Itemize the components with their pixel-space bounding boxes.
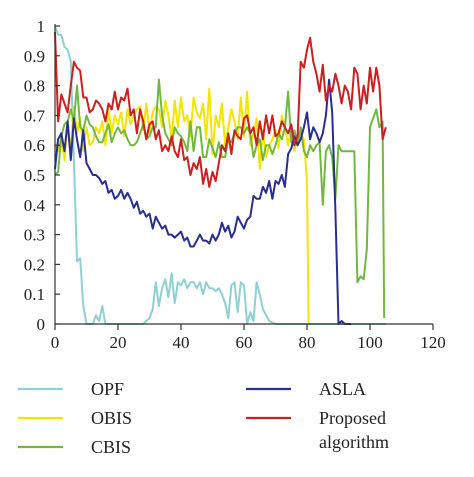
- y-tick-label: 0.1: [24, 285, 45, 304]
- y-tick-label: 0.7: [24, 106, 46, 125]
- legend-label: ASLA: [319, 379, 366, 399]
- series-line-proposed-algorithm: [54, 31, 387, 188]
- legend-label: Proposed algorithm: [319, 408, 389, 452]
- series-line-asla: [54, 78, 352, 325]
- y-tick-label: 0.5: [24, 166, 45, 185]
- y-tick-label: 0.3: [24, 226, 45, 245]
- y-tick-label: 1: [37, 17, 46, 36]
- y-tick-label: 0: [37, 315, 46, 334]
- y-tick-label: 0.9: [24, 47, 45, 66]
- x-tick-label: 100: [357, 333, 383, 352]
- legend-item-obis: OBIS: [18, 408, 132, 428]
- series-line-obis: [54, 87, 310, 325]
- axes: 0 20 40 60 80 100 120 0 0.1 0.2 0.3 0.4 0.5 0.6 0.7 0.8…: [24, 17, 446, 352]
- x-tick-label: 80: [299, 333, 316, 352]
- legend-label: OBIS: [91, 408, 132, 428]
- x-tick-label: 120: [420, 333, 446, 352]
- legend: OPF OBIS CBIS ASLA Proposed algorithm: [18, 379, 389, 457]
- legend-item-opf: OPF: [18, 379, 124, 399]
- y-tick-label: 0.2: [24, 255, 45, 274]
- x-tick-label: 60: [236, 333, 253, 352]
- x-tick-label: 40: [173, 333, 190, 352]
- y-tick-label: 0.4: [24, 196, 46, 215]
- y-tick-label: 0.6: [24, 136, 45, 155]
- x-tick-label: 0: [51, 333, 60, 352]
- legend-item-asla: ASLA: [246, 379, 366, 399]
- plot-lines: [54, 25, 387, 325]
- legend-item-cbis: CBIS: [18, 437, 131, 457]
- legend-label: OPF: [91, 379, 124, 399]
- y-tick-label: 0.8: [24, 77, 45, 96]
- legend-item-proposed-algorithm: Proposed algorithm: [246, 408, 389, 452]
- legend-label: CBIS: [91, 437, 131, 457]
- x-tick-label: 20: [110, 333, 127, 352]
